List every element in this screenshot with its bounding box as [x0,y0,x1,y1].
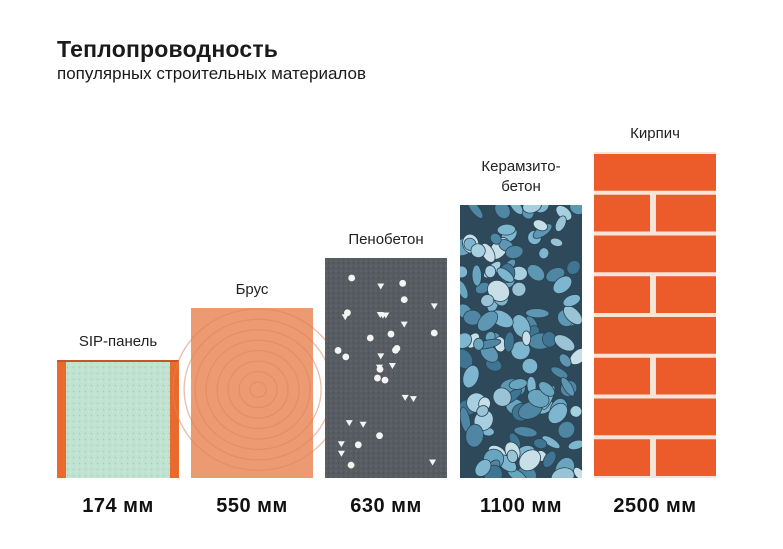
category-label-wood: Брус [236,281,269,298]
bar-wood [172,308,344,478]
value-label-sip: 174 мм [82,495,154,517]
value-label-claydite: 1100 мм [480,495,562,517]
bar-foam [325,258,447,478]
bar-brick [594,152,716,478]
category-label-sip: SIP-панель [79,333,158,350]
chart-title: Теплопроводность [57,36,279,62]
bar-claydite [460,205,582,478]
value-label-brick: 2500 мм [613,495,696,517]
category-label-foam: Пенобетон [348,231,423,248]
value-label-foam: 630 мм [350,495,422,517]
category-label-claydite: Керамзито-бетон [481,158,560,195]
bar-sip [57,360,179,478]
category-label-brick: Кирпич [630,125,680,142]
value-label-wood: 550 мм [216,495,288,517]
chart-subtitle: популярных строительных материалов [57,64,367,83]
